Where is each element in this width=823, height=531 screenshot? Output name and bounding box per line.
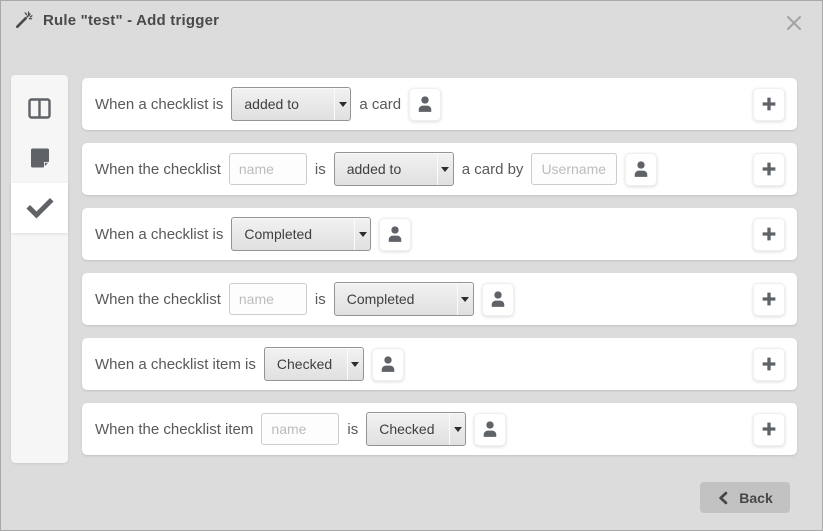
item-state-select[interactable]: Checked xyxy=(366,412,467,446)
back-button-label: Back xyxy=(739,489,773,506)
trigger-row-named-checklist-added: When the checklist is added to a card by xyxy=(82,143,797,195)
user-avatar-button[interactable] xyxy=(474,412,507,446)
trigger-prefix-label: When the checklist item xyxy=(95,420,254,438)
trigger-category-sidebar xyxy=(11,75,68,463)
select-value: Completed xyxy=(346,291,415,307)
add-trigger-button[interactable] xyxy=(753,282,785,316)
user-avatar-button[interactable] xyxy=(625,152,658,186)
username-input[interactable] xyxy=(531,153,618,185)
trigger-prefix-label: When a checklist is xyxy=(95,225,224,243)
checkmark-icon xyxy=(25,196,55,220)
add-trigger-button[interactable] xyxy=(753,347,785,381)
checklist-name-input[interactable] xyxy=(228,153,307,185)
chevron-down-icon xyxy=(354,218,370,250)
add-trigger-button[interactable] xyxy=(753,217,785,251)
dialog-title: Rule "test" - Add trigger xyxy=(43,11,220,29)
trigger-connector-label: is xyxy=(314,160,326,178)
trigger-suffix-label: a card xyxy=(359,95,402,113)
chevron-left-icon xyxy=(717,491,730,505)
sidebar-item-card-triggers[interactable] xyxy=(11,133,68,183)
checklist-name-input[interactable] xyxy=(228,283,307,315)
chevron-down-icon xyxy=(449,413,465,445)
trigger-prefix-label: When the checklist xyxy=(95,290,221,308)
select-value: added to xyxy=(346,161,402,177)
checklist-action-select[interactable]: added to xyxy=(231,87,352,121)
dialog-titlebar: Rule "test" - Add trigger xyxy=(14,10,809,30)
trigger-row-checklist-item-checked: When a checklist item is Checked xyxy=(82,338,797,390)
checklist-state-select[interactable]: Completed xyxy=(333,282,474,316)
checklist-state-select[interactable]: Completed xyxy=(231,217,372,251)
user-avatar-button[interactable] xyxy=(379,217,412,251)
select-value: Checked xyxy=(379,421,435,437)
trigger-row-named-checklist-item-checked: When the checklist item is Checked xyxy=(82,403,797,455)
select-value: Completed xyxy=(244,226,313,242)
trigger-row-checklist-added: When a checklist is added to a card xyxy=(82,78,797,130)
close-icon[interactable] xyxy=(781,10,807,36)
checklist-item-name-input[interactable] xyxy=(261,413,340,445)
trigger-connector-label: is xyxy=(347,420,359,438)
checklist-action-select[interactable]: added to xyxy=(333,152,454,186)
chevron-down-icon xyxy=(436,153,453,185)
select-value: added to xyxy=(244,96,299,112)
select-value: Checked xyxy=(276,356,333,372)
user-avatar-button[interactable] xyxy=(371,347,404,381)
chevron-down-icon xyxy=(456,283,473,315)
magic-wand-icon xyxy=(14,10,34,30)
board-columns-icon xyxy=(27,97,52,120)
trigger-rows: When a checklist is added to a card When… xyxy=(82,78,797,468)
trigger-suffix-label: a card by xyxy=(461,160,524,178)
add-trigger-button[interactable] xyxy=(753,87,785,121)
chevron-down-icon xyxy=(334,88,350,120)
trigger-row-checklist-completed: When a checklist is Completed xyxy=(82,208,797,260)
add-trigger-button[interactable] xyxy=(753,412,785,446)
trigger-prefix-label: When the checklist xyxy=(95,160,221,178)
add-trigger-button[interactable] xyxy=(753,152,785,186)
sidebar-item-checklist-triggers[interactable] xyxy=(11,183,68,233)
back-button[interactable]: Back xyxy=(700,482,790,513)
chevron-down-icon xyxy=(346,348,363,380)
user-avatar-button[interactable] xyxy=(409,87,442,121)
sidebar-item-board-triggers[interactable] xyxy=(11,83,68,133)
trigger-prefix-label: When a checklist item is xyxy=(95,355,256,373)
card-icon xyxy=(28,146,52,170)
trigger-connector-label: is xyxy=(314,290,326,308)
item-state-select[interactable]: Checked xyxy=(263,347,364,381)
trigger-prefix-label: When a checklist is xyxy=(95,95,224,113)
user-avatar-button[interactable] xyxy=(481,282,514,316)
trigger-row-named-checklist-completed: When the checklist is Completed xyxy=(82,273,797,325)
